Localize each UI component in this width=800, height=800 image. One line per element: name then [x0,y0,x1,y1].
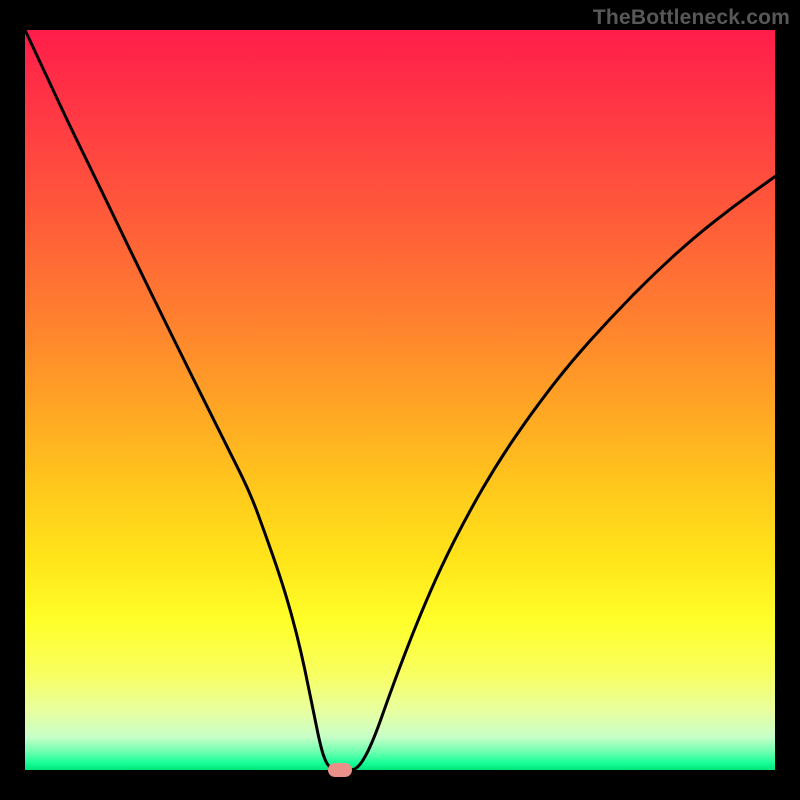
watermark-text: TheBottleneck.com [593,6,790,30]
minimum-marker [328,763,352,777]
gradient-background [25,30,775,770]
plot-area [25,30,775,770]
chart-container: TheBottleneck.com [0,0,800,800]
plot-svg [25,30,775,770]
